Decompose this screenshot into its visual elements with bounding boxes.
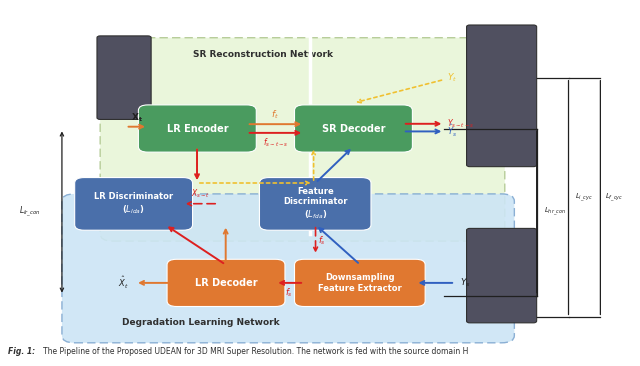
FancyBboxPatch shape	[294, 105, 412, 152]
FancyBboxPatch shape	[100, 38, 505, 241]
Text: $f_s$: $f_s$	[318, 235, 326, 247]
FancyBboxPatch shape	[294, 259, 425, 306]
Text: Degradation Learning Network: Degradation Learning Network	[122, 318, 280, 327]
FancyBboxPatch shape	[62, 194, 515, 343]
FancyBboxPatch shape	[259, 178, 371, 230]
Text: $Y_s$: $Y_s$	[460, 277, 471, 289]
Text: $f_t$: $f_t$	[271, 109, 279, 121]
Text: Downsampling
Feature Extractor: Downsampling Feature Extractor	[318, 273, 402, 292]
Text: LR Discriminator
($L_{lda}$): LR Discriminator ($L_{lda}$)	[94, 192, 173, 216]
Text: $\mathbf{X_t}$: $\mathbf{X_t}$	[131, 111, 143, 124]
Text: $Y_{s\sim t\sim s}$: $Y_{s\sim t\sim s}$	[447, 117, 475, 130]
Text: The Pipeline of the Proposed UDEAN for 3D MRI Super Resolution. The network is f: The Pipeline of the Proposed UDEAN for 3…	[43, 347, 468, 356]
FancyBboxPatch shape	[75, 178, 193, 230]
Text: $\hat{X}_t$: $\hat{X}_t$	[118, 275, 129, 291]
Text: $\hat{Y}_s$: $\hat{Y}_s$	[447, 123, 458, 139]
Text: $L_{hr\_con}$: $L_{hr\_con}$	[544, 206, 566, 218]
Text: LR Decoder: LR Decoder	[195, 278, 257, 288]
Text: $Y_t$: $Y_t$	[447, 71, 458, 84]
FancyBboxPatch shape	[467, 25, 537, 167]
Text: $X_{s\sim t}$: $X_{s\sim t}$	[191, 187, 211, 200]
Text: $L_{i\_cyc}$: $L_{i\_cyc}$	[575, 191, 593, 203]
Text: SR Reconstruction Network: SR Reconstruction Network	[193, 49, 333, 59]
Text: $f_s$: $f_s$	[285, 287, 293, 299]
FancyBboxPatch shape	[97, 36, 151, 119]
FancyBboxPatch shape	[467, 228, 537, 323]
Text: $f_{s\sim t\sim s}$: $f_{s\sim t\sim s}$	[262, 137, 288, 149]
Text: Feature
Discriminator
($L_{fda}$): Feature Discriminator ($L_{fda}$)	[283, 187, 348, 221]
Text: Fig. 1:: Fig. 1:	[8, 347, 38, 356]
Text: SR Decoder: SR Decoder	[322, 123, 385, 134]
FancyBboxPatch shape	[138, 105, 256, 152]
FancyBboxPatch shape	[167, 259, 285, 306]
Text: $L_{lr\_con}$: $L_{lr\_con}$	[19, 205, 41, 219]
Text: $L_{f\_cyc}$: $L_{f\_cyc}$	[605, 191, 624, 203]
Text: LR Encoder: LR Encoder	[166, 123, 228, 134]
